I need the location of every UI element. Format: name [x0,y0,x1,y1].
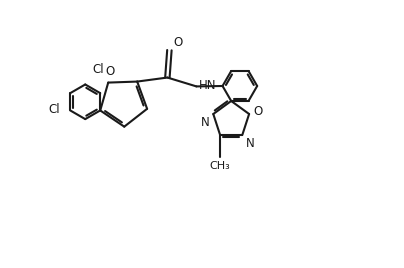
Text: O: O [173,36,183,49]
Text: N: N [246,137,254,150]
Text: Cl: Cl [93,64,104,76]
Text: N: N [201,116,210,129]
Text: Cl: Cl [48,103,60,116]
Text: O: O [253,106,262,118]
Text: O: O [105,65,115,78]
Text: HN: HN [198,80,216,92]
Text: CH₃: CH₃ [210,161,231,171]
